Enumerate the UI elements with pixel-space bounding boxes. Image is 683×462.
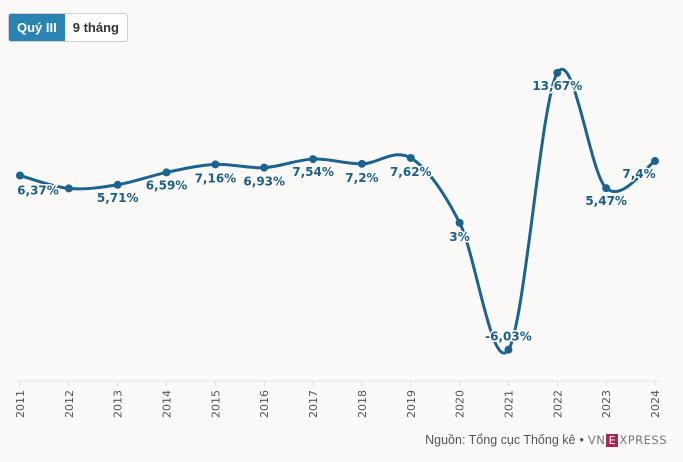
data-label: 3% [449, 230, 469, 244]
data-point[interactable] [553, 68, 562, 77]
data-point[interactable] [260, 163, 269, 172]
source-text: Nguồn: Tổng cục Thống kê [425, 433, 576, 447]
x-tick-label: 2024 [649, 390, 662, 418]
data-label: 6,59% [146, 178, 188, 192]
x-tick-label: 2018 [356, 390, 369, 418]
x-tick-label: 2020 [454, 390, 467, 418]
x-tick-label: 2021 [502, 390, 515, 418]
data-label: 5,71% [97, 191, 139, 205]
toggle-nine-months-button[interactable]: 9 tháng [72, 20, 119, 35]
logo-xpress: XPRESS [619, 433, 667, 447]
series-line [18, 67, 657, 355]
toggle-quarter-button[interactable]: Quý III [9, 14, 65, 41]
x-tick-label: 2014 [161, 390, 174, 418]
separator: • [579, 433, 584, 447]
x-tick-label: 2013 [112, 390, 125, 418]
data-label: 7,4% [622, 167, 655, 181]
vnexpress-logo: VN E XPRESS [588, 433, 667, 447]
x-tick-label: 2022 [551, 390, 564, 418]
data-label: 7,54% [292, 165, 334, 179]
data-point[interactable] [64, 184, 73, 193]
data-label: 5,47% [585, 194, 627, 208]
x-tick-label: 2023 [600, 390, 613, 418]
data-point[interactable] [651, 157, 659, 166]
data-point[interactable] [602, 184, 611, 193]
data-point[interactable] [504, 345, 513, 354]
x-tick-label: 2017 [307, 390, 320, 418]
data-label: 6,37% [17, 184, 59, 198]
data-label: 7,62% [390, 165, 432, 179]
data-point[interactable] [211, 160, 220, 169]
data-point[interactable] [406, 153, 415, 162]
data-point[interactable] [113, 180, 122, 189]
data-label: 7,2% [345, 171, 378, 185]
data-label: -6,03% [485, 330, 532, 344]
x-tick-label: 2012 [63, 390, 76, 418]
data-label: 13,67% [532, 79, 582, 93]
data-point[interactable] [309, 155, 318, 164]
period-toggle: Quý III 9 tháng [8, 13, 128, 42]
data-label: 6,93% [243, 175, 285, 189]
data-point[interactable] [162, 168, 171, 177]
data-point[interactable] [16, 171, 24, 180]
x-tick-label: 2019 [405, 390, 418, 418]
line-chart: 2011 2012 2013 2014 2015 2016 2017 2018 2019 2020… [14, 67, 662, 418]
data-point[interactable] [357, 159, 366, 168]
footer: Nguồn: Tổng cục Thống kê • VN E XPRESS [425, 433, 667, 447]
x-tick-label: 2011 [14, 390, 27, 418]
data-label: 7,16% [195, 171, 237, 185]
data-point[interactable] [455, 218, 464, 227]
x-tick-label: 2016 [258, 390, 271, 418]
logo-e-box: E [606, 433, 619, 447]
logo-vn: VN [587, 433, 606, 447]
x-tick-label: 2015 [209, 390, 222, 418]
